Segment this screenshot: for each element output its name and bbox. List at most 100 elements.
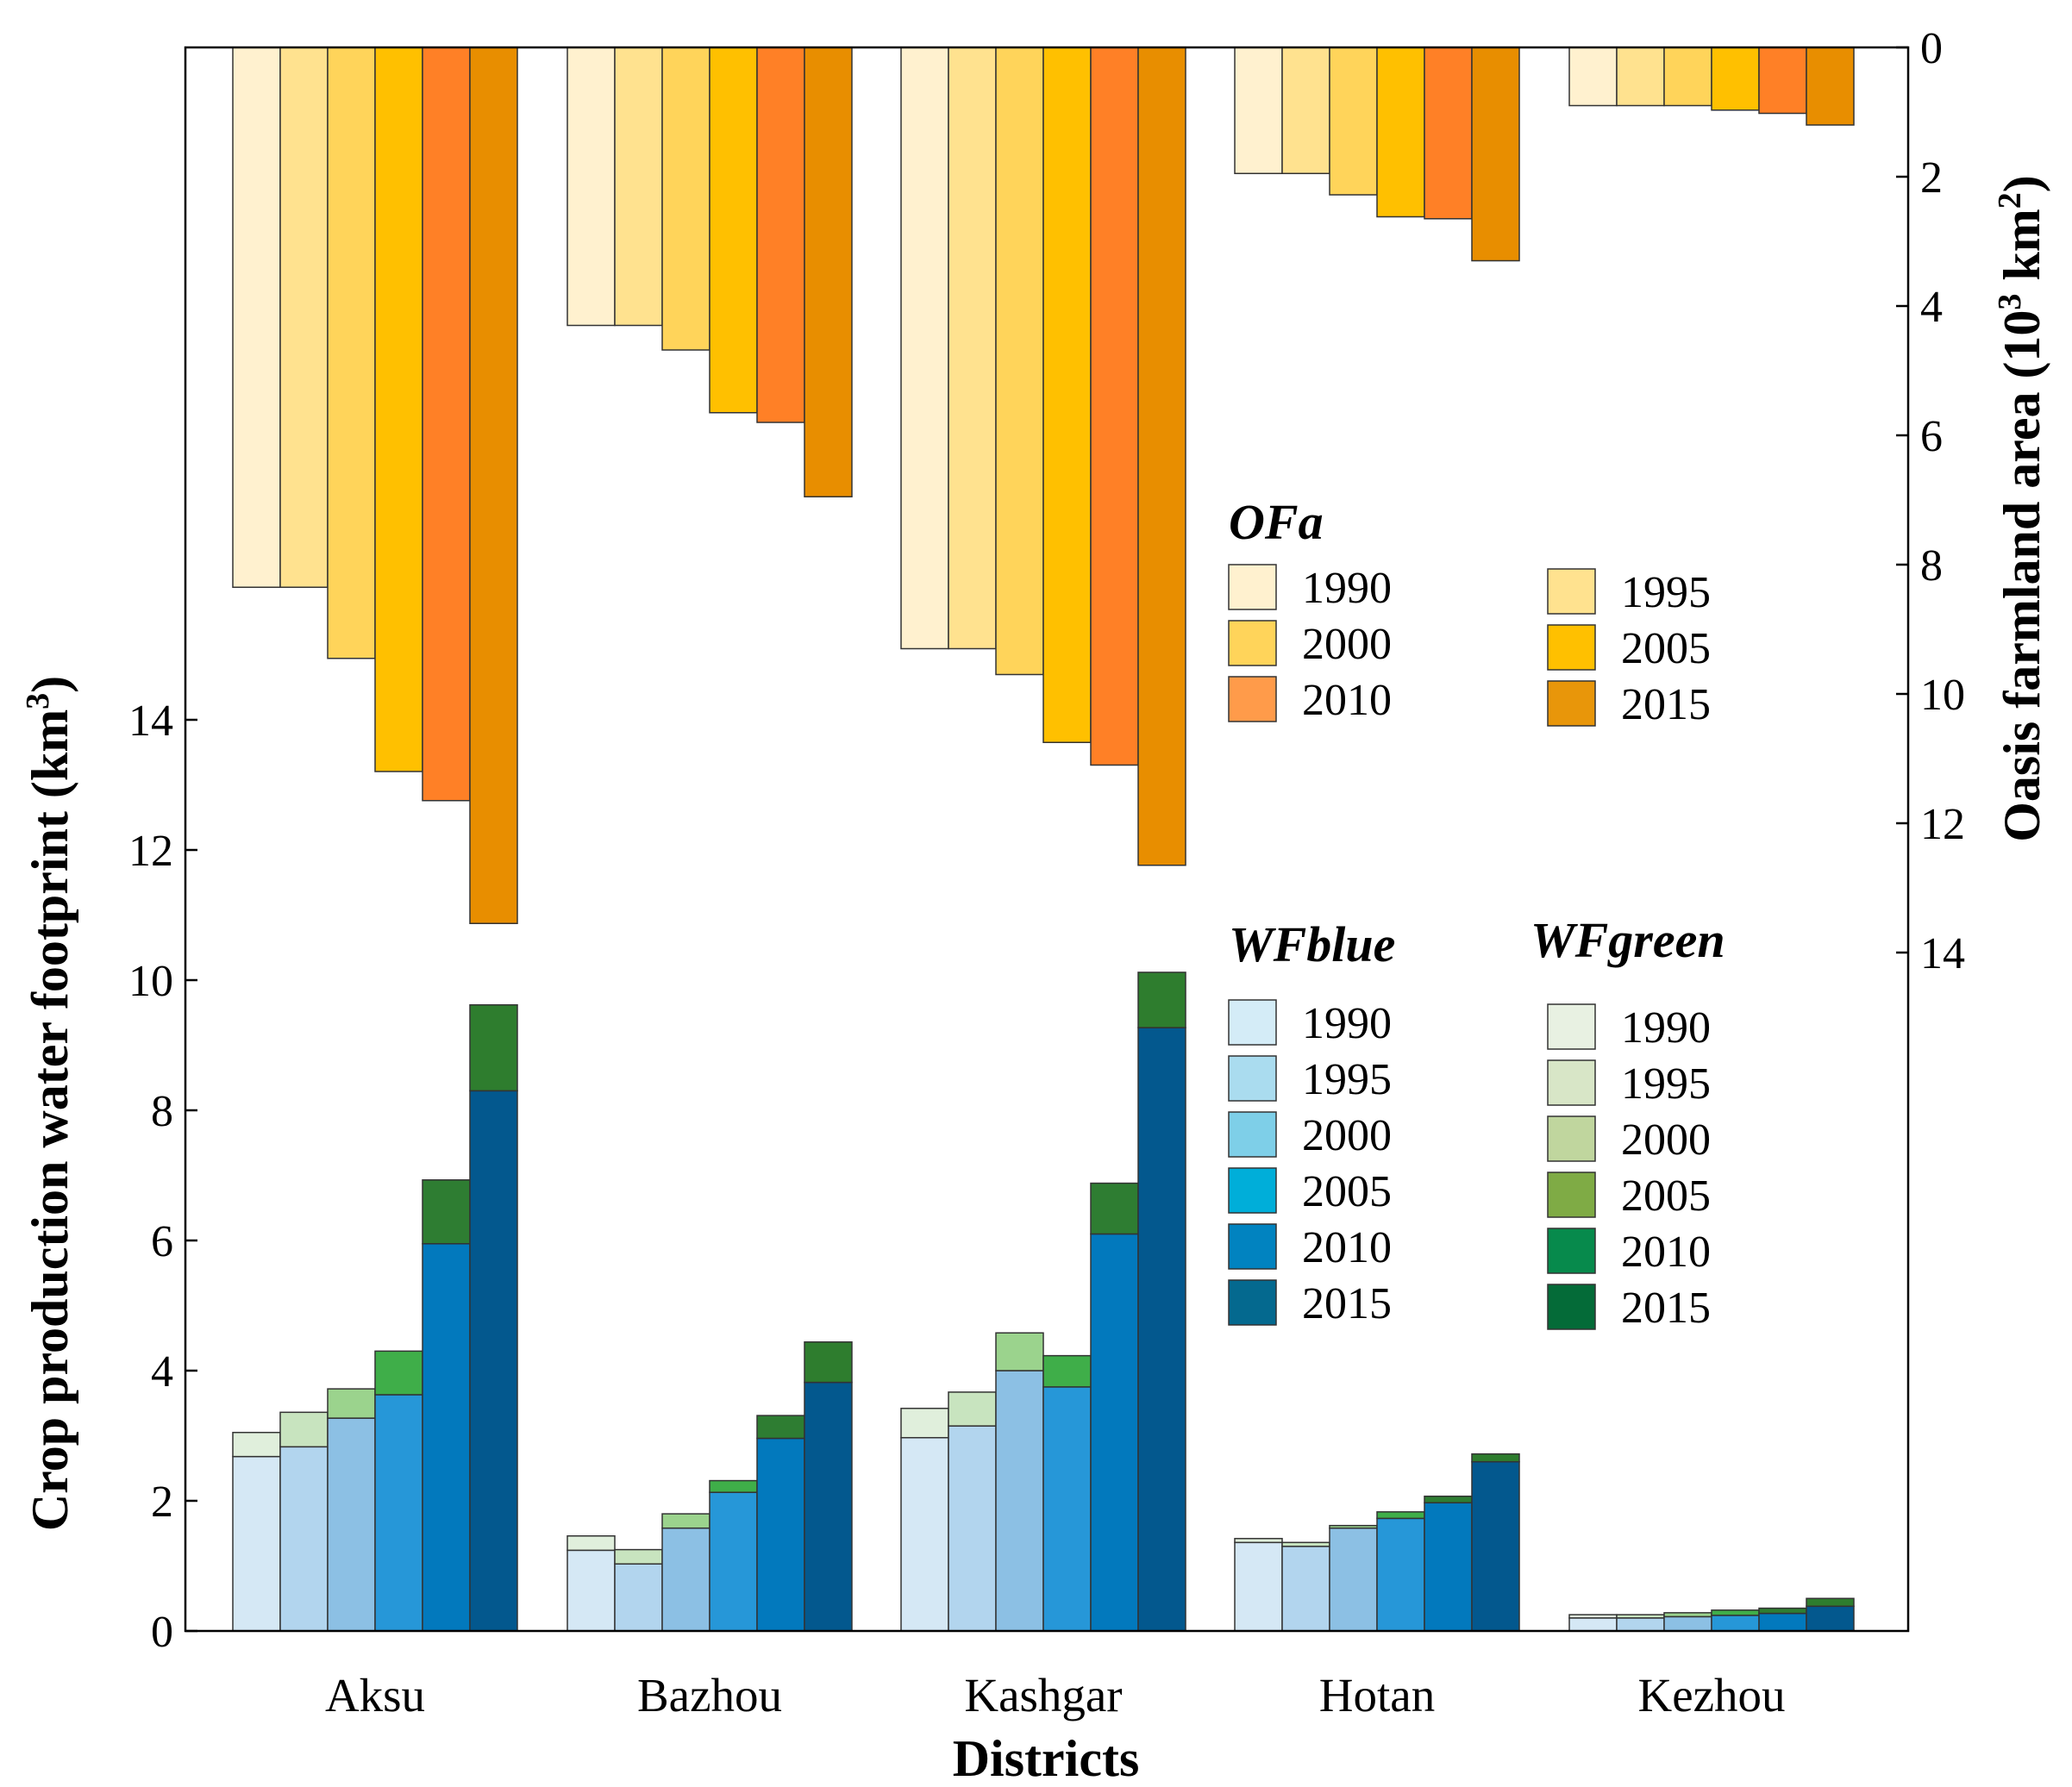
- wfblue-bar-hotan-1990: [1234, 1541, 1283, 1632]
- legend-ofa-2015-label: 2015: [1621, 680, 1711, 729]
- left-tick-label: 10: [128, 957, 173, 1006]
- wfgreen-bar-kashgar-1995: [948, 1391, 997, 1427]
- wfblue-bar-hotan-2010: [1424, 1502, 1473, 1632]
- legend-ofa: OFa 1990 1995 2000 2005 2010 2015: [1228, 494, 1711, 729]
- wfgreen-bar-kashgar-2015: [1137, 972, 1186, 1028]
- legend-wfgreen-1990-swatch: [1547, 1003, 1596, 1050]
- ofa-bar-kezhou-2000: [1663, 47, 1712, 107]
- wfgreen-bar-bazhou-1990: [567, 1535, 616, 1552]
- wfblue-bar-aksu-2015: [469, 1090, 518, 1632]
- right-tick-label: 10: [1920, 671, 1965, 720]
- legend-wfblue-2010-label: 2010: [1302, 1223, 1392, 1272]
- ofa-bar-aksu-2005: [374, 47, 423, 772]
- x-axis-categories: Aksu Bazhou Kashgar Hotan Kezhou: [325, 1669, 1786, 1721]
- ofa-bar-hotan-2000: [1329, 47, 1378, 196]
- wfblue-bar-kezhou-2000: [1663, 1615, 1712, 1632]
- legend-wfblue-2010-swatch: [1228, 1223, 1277, 1270]
- wfblue-bar-kezhou-1995: [1616, 1617, 1665, 1632]
- wfgreen-bar-kezhou-2015: [1806, 1597, 1855, 1608]
- ofa-bar-kashgar-2005: [1042, 47, 1092, 743]
- wfblue-bar-kezhou-2015: [1806, 1605, 1855, 1632]
- legend-wfblue: WFblue 1990 1995 2000 2005 2010 2015: [1228, 916, 1395, 1328]
- legend-wfblue-1990-label: 1990: [1302, 999, 1392, 1048]
- plot-frame: [184, 46, 1910, 1633]
- left-tick-label: 6: [151, 1217, 173, 1266]
- left-axis-title-sup: 3: [20, 693, 56, 709]
- right-axis-title-mid: km: [1994, 209, 2050, 293]
- wfgreen-bar-aksu-2010: [422, 1179, 471, 1245]
- wfgreen-bar-bazhou-2000: [661, 1513, 710, 1529]
- wfblue-bar-aksu-1990: [232, 1455, 281, 1632]
- wfgreen-bar-kezhou-1990: [1568, 1614, 1618, 1619]
- wfgreen-bar-bazhou-2005: [709, 1479, 758, 1493]
- wfgreen-bar-kashgar-1990: [900, 1408, 949, 1439]
- ofa-bar-kezhou-2010: [1758, 47, 1807, 115]
- category-label-aksu: Aksu: [325, 1669, 425, 1721]
- legend-wfgreen-2015-swatch: [1547, 1284, 1596, 1330]
- ofa-bar-kashgar-1995: [948, 47, 997, 650]
- category-label-bazhou: Bazhou: [637, 1669, 782, 1721]
- legend-ofa-title: OFa: [1229, 494, 1324, 550]
- legend-wfblue-2015-swatch: [1228, 1279, 1277, 1326]
- wfgreen-bar-hotan-2000: [1329, 1524, 1378, 1529]
- legend-ofa-2015-swatch: [1547, 680, 1596, 727]
- wfblue-bar-kashgar-2015: [1137, 1027, 1186, 1632]
- legend-ofa-2010-label: 2010: [1302, 676, 1392, 725]
- wfblue-bar-kashgar-2000: [995, 1370, 1044, 1632]
- wfgreen-bar-kashgar-2005: [1042, 1354, 1092, 1388]
- wfgreen-bar-hotan-2010: [1424, 1495, 1473, 1504]
- legend-ofa-2005-label: 2005: [1621, 624, 1711, 673]
- x-axis-title: Districts: [953, 1730, 1140, 1787]
- legend-wfgreen-2010-swatch: [1547, 1228, 1596, 1274]
- wf-bars: [232, 972, 1855, 1632]
- wfblue-bar-bazhou-2010: [756, 1437, 805, 1632]
- ofa-bar-hotan-1990: [1234, 47, 1283, 174]
- ofa-bar-bazhou-2010: [756, 47, 805, 423]
- legend-ofa-1990-swatch: [1228, 564, 1277, 610]
- wfblue-bar-aksu-2000: [327, 1417, 376, 1632]
- wfgreen-bar-hotan-2015: [1471, 1453, 1520, 1463]
- ofa-bar-kashgar-2000: [995, 47, 1044, 676]
- ofa-bar-kezhou-1995: [1616, 47, 1665, 107]
- legend-wfblue-1990-swatch: [1228, 999, 1277, 1046]
- legend-wfblue-2005-swatch: [1228, 1167, 1277, 1214]
- legend-wfgreen-1990-label: 1990: [1621, 1003, 1711, 1053]
- right-axis-title: Oasis farmland area (103 km2): [1992, 175, 2050, 842]
- wfblue-bar-bazhou-2005: [709, 1491, 758, 1632]
- wfblue-bar-hotan-2015: [1471, 1460, 1520, 1632]
- wfblue-bar-kashgar-1990: [900, 1437, 949, 1632]
- legend-ofa-1995-label: 1995: [1621, 568, 1711, 617]
- legend-wfgreen-2015-label: 2015: [1621, 1284, 1711, 1333]
- ofa-bar-hotan-2015: [1471, 47, 1520, 262]
- right-axis-title-close: ): [1994, 175, 2050, 192]
- ofa-bar-hotan-2010: [1424, 47, 1473, 220]
- legend-wfblue-1995-label: 1995: [1302, 1055, 1392, 1104]
- wfblue-bar-aksu-2010: [422, 1243, 471, 1632]
- ofa-bar-kezhou-1990: [1568, 47, 1618, 107]
- left-tick-label: 8: [151, 1087, 173, 1136]
- legend-wfblue-title: WFblue: [1229, 916, 1395, 972]
- wfgreen-bar-kezhou-1995: [1616, 1614, 1665, 1619]
- wfgreen-bar-aksu-2000: [327, 1388, 376, 1419]
- right-axis-title-main: Oasis farmland area (10: [1994, 310, 2050, 842]
- category-label-hotan: Hotan: [1319, 1669, 1435, 1721]
- wfblue-bar-bazhou-1995: [614, 1563, 663, 1632]
- legend-wfblue-1995-swatch: [1228, 1055, 1277, 1102]
- ofa-bar-hotan-2005: [1376, 47, 1425, 218]
- wfgreen-bar-hotan-1990: [1234, 1538, 1283, 1544]
- wfblue-bar-aksu-2005: [374, 1394, 423, 1632]
- ofa-bar-kashgar-2010: [1090, 47, 1139, 766]
- wfblue-bar-kashgar-1995: [948, 1425, 997, 1632]
- ofa-bar-aksu-2010: [422, 47, 471, 802]
- category-label-kezhou: Kezhou: [1637, 1669, 1785, 1721]
- right-tick-label: 6: [1920, 412, 1943, 461]
- ofa-bar-aksu-1990: [232, 47, 281, 588]
- left-tick-label: 14: [128, 697, 173, 746]
- wfgreen-bar-bazhou-1995: [614, 1548, 663, 1565]
- wfgreen-bar-bazhou-2015: [804, 1341, 853, 1384]
- legend-ofa-2005-swatch: [1547, 624, 1596, 671]
- ofa-bar-bazhou-2005: [709, 47, 758, 414]
- legend-ofa-2000-swatch: [1228, 620, 1277, 666]
- wfgreen-bar-kezhou-2000: [1663, 1612, 1712, 1618]
- right-axis: 0 2 4 6 8 10 12 14: [1896, 24, 1965, 978]
